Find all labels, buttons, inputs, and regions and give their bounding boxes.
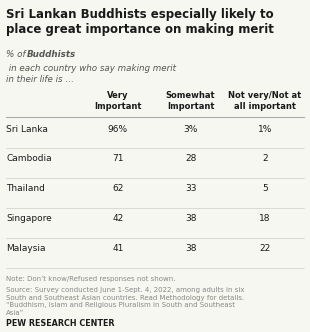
Text: Sri Lankan Buddhists especially likely to
place great importance on making merit: Sri Lankan Buddhists especially likely t…: [6, 8, 274, 36]
Text: Source: Survey conducted June 1-Sept. 4, 2022, among adults in six
South and Sou: Source: Survey conducted June 1-Sept. 4,…: [6, 287, 245, 316]
Text: 38: 38: [185, 214, 197, 223]
Text: 3%: 3%: [184, 124, 198, 133]
Text: 5: 5: [262, 184, 268, 193]
Text: 96%: 96%: [108, 124, 128, 133]
Text: Note: Don’t know/Refused responses not shown.: Note: Don’t know/Refused responses not s…: [6, 276, 176, 282]
Text: Singapore: Singapore: [6, 214, 52, 223]
Text: 22: 22: [259, 244, 271, 253]
Text: 41: 41: [112, 244, 123, 253]
Text: 2: 2: [262, 154, 268, 163]
Text: 1%: 1%: [258, 124, 272, 133]
Text: 18: 18: [259, 214, 271, 223]
Text: in each country who say making merit
in their life is …: in each country who say making merit in …: [6, 64, 176, 84]
Text: Very
Important: Very Important: [94, 91, 142, 111]
Text: 71: 71: [112, 154, 124, 163]
Text: Malaysia: Malaysia: [6, 244, 46, 253]
Text: Not very/Not at
all important: Not very/Not at all important: [228, 91, 302, 111]
Text: 62: 62: [112, 184, 123, 193]
Text: Sri Lanka: Sri Lanka: [6, 124, 48, 133]
Text: Thailand: Thailand: [6, 184, 45, 193]
Text: % of: % of: [6, 50, 29, 59]
Text: Buddhists: Buddhists: [26, 50, 76, 59]
Text: 38: 38: [185, 244, 197, 253]
Text: Cambodia: Cambodia: [6, 154, 52, 163]
Text: 33: 33: [185, 184, 197, 193]
Text: Somewhat
Important: Somewhat Important: [166, 91, 215, 111]
Text: PEW RESEARCH CENTER: PEW RESEARCH CENTER: [6, 319, 115, 328]
Text: 28: 28: [185, 154, 196, 163]
Text: 42: 42: [112, 214, 123, 223]
